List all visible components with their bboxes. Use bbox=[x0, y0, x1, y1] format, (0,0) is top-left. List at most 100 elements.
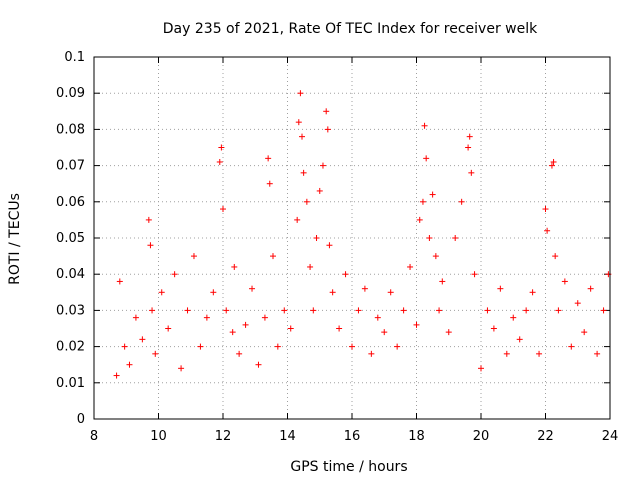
chart-title: Day 235 of 2021, Rate Of TEC Index for r… bbox=[163, 21, 538, 37]
data-point bbox=[342, 271, 349, 278]
data-point bbox=[326, 242, 333, 249]
y-tick-label: 0.02 bbox=[56, 340, 85, 355]
data-point bbox=[307, 263, 314, 270]
data-point bbox=[145, 216, 152, 223]
y-tick-label: 0.07 bbox=[56, 159, 85, 174]
data-point bbox=[132, 314, 139, 321]
data-point bbox=[197, 343, 204, 350]
y-axis-label: ROTI / TECUs bbox=[7, 193, 23, 285]
data-point bbox=[416, 216, 423, 223]
data-point bbox=[313, 235, 320, 241]
data-point bbox=[421, 122, 428, 129]
y-tick-label: 0.06 bbox=[56, 195, 85, 210]
data-point bbox=[550, 158, 557, 165]
data-point bbox=[184, 307, 191, 314]
data-point bbox=[203, 314, 210, 321]
data-point bbox=[149, 307, 156, 314]
data-point bbox=[229, 329, 236, 336]
data-point bbox=[374, 314, 381, 321]
data-point bbox=[218, 144, 225, 151]
data-point bbox=[497, 285, 504, 292]
data-point bbox=[274, 343, 281, 350]
data-point bbox=[303, 198, 310, 205]
data-point bbox=[316, 187, 323, 194]
data-point bbox=[255, 361, 262, 368]
y-tick-label: 0.08 bbox=[56, 122, 85, 137]
data-point bbox=[400, 307, 407, 314]
data-point bbox=[523, 307, 530, 314]
data-point bbox=[121, 343, 128, 350]
data-point bbox=[568, 343, 575, 350]
data-point bbox=[471, 271, 478, 278]
data-point bbox=[439, 278, 446, 285]
x-tick-label: 22 bbox=[537, 429, 554, 444]
data-point bbox=[223, 307, 230, 314]
data-point bbox=[574, 300, 581, 307]
data-point bbox=[355, 307, 362, 314]
data-point bbox=[294, 216, 301, 223]
data-point bbox=[458, 198, 465, 205]
data-point bbox=[581, 329, 588, 336]
data-point bbox=[299, 133, 306, 140]
data-point bbox=[329, 289, 336, 296]
data-point bbox=[158, 289, 165, 296]
data-point bbox=[323, 108, 330, 115]
x-tick-label: 20 bbox=[473, 429, 490, 444]
data-point bbox=[178, 365, 185, 372]
data-point bbox=[419, 198, 426, 205]
y-tick-label: 0.1 bbox=[64, 50, 85, 65]
data-point bbox=[281, 307, 288, 314]
data-point bbox=[432, 253, 439, 260]
axis-ticks: 8 10 12 14 16 18 20 22 24 0 0.01 0.02 0.03 0.04 0.05 0.… bbox=[56, 50, 618, 444]
x-tick-label: 18 bbox=[408, 429, 425, 444]
data-point bbox=[478, 365, 484, 372]
data-point bbox=[536, 350, 543, 357]
data-point bbox=[216, 158, 223, 165]
data-point bbox=[269, 253, 276, 260]
data-point bbox=[426, 235, 433, 241]
x-tick-label: 24 bbox=[602, 429, 619, 444]
data-point bbox=[542, 206, 549, 213]
x-tick-label: 14 bbox=[279, 429, 296, 444]
data-point bbox=[452, 235, 459, 241]
data-point bbox=[349, 343, 355, 350]
data-point bbox=[361, 285, 368, 292]
data-point bbox=[407, 263, 414, 270]
data-point bbox=[265, 155, 272, 162]
y-tick-label: 0.05 bbox=[56, 231, 85, 246]
data-point bbox=[116, 278, 123, 285]
data-point bbox=[552, 253, 559, 260]
data-point bbox=[190, 253, 197, 260]
x-tick-label: 10 bbox=[150, 429, 167, 444]
data-point bbox=[249, 285, 256, 292]
data-point bbox=[242, 321, 249, 328]
data-point bbox=[529, 289, 536, 296]
data-point bbox=[324, 126, 331, 133]
data-point bbox=[300, 169, 307, 176]
data-point bbox=[484, 307, 491, 314]
data-point bbox=[600, 307, 607, 314]
y-tick-label: 0.01 bbox=[56, 376, 85, 391]
x-tick-label: 12 bbox=[215, 429, 232, 444]
data-point bbox=[147, 242, 154, 249]
y-tick-label: 0.04 bbox=[56, 267, 85, 282]
y-tick-label: 0.09 bbox=[56, 86, 85, 101]
data-point bbox=[503, 350, 510, 357]
data-point bbox=[310, 307, 317, 314]
data-point bbox=[220, 206, 226, 213]
data-point bbox=[368, 350, 375, 357]
grid-lines bbox=[94, 57, 610, 419]
data-point bbox=[436, 307, 443, 314]
data-point bbox=[113, 372, 120, 379]
data-points bbox=[113, 90, 612, 379]
data-point bbox=[261, 314, 268, 321]
data-point bbox=[139, 336, 146, 343]
data-point bbox=[295, 119, 302, 126]
data-point bbox=[297, 90, 304, 97]
data-point bbox=[555, 307, 562, 314]
data-point bbox=[561, 278, 568, 285]
data-point bbox=[516, 336, 523, 343]
data-point bbox=[445, 329, 452, 336]
plot-frame bbox=[93, 56, 611, 420]
